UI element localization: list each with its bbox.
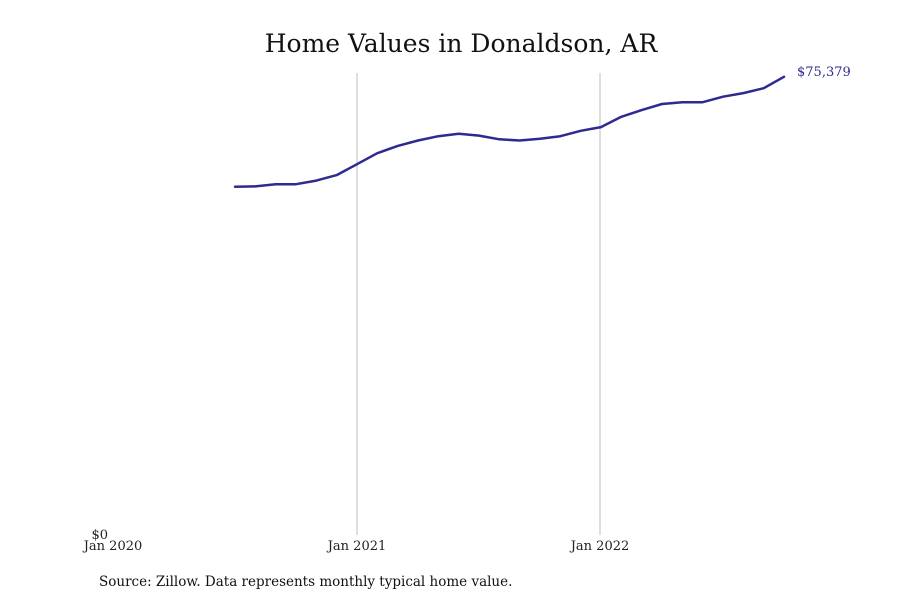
- chart-title: Home Values in Donaldson, AR: [265, 29, 659, 58]
- x-tick-label: Jan 2022: [569, 539, 630, 554]
- series-group: [233, 75, 786, 188]
- y-axis-ticks: $0: [91, 528, 108, 543]
- gridlines: [356, 73, 601, 535]
- x-tick-label: Jan 2021: [326, 539, 387, 554]
- series-line-0: [233, 75, 786, 188]
- x-axis-ticks: Jan 2020 Jan 2021 Jan 2022: [82, 539, 630, 554]
- end-value-label: $75,379: [797, 65, 851, 80]
- y-tick-label: $0: [91, 528, 108, 543]
- x-tick-label: Jan 2020: [82, 539, 143, 554]
- source-note: Source: Zillow. Data represents monthly …: [99, 574, 512, 590]
